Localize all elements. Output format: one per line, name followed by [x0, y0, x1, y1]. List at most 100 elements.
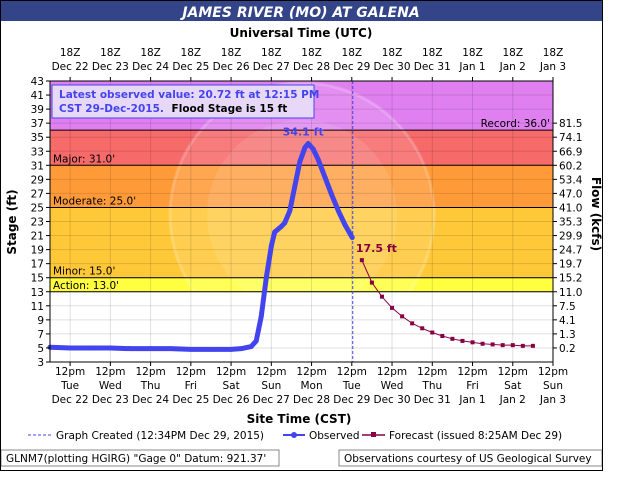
utc-tick-hour: 18Z: [301, 47, 322, 59]
flow-axis-ticks: 0.2 1.3 4.1 7.5 11.0 15.2 19.7 24.7 29.9 35.3 41.0…: [553, 118, 583, 355]
bottom-axis-label: Site Time (CST): [247, 412, 352, 426]
cst-tick-day: Thu: [421, 380, 442, 392]
observed-point: [322, 174, 328, 180]
info-line-2b: Flood Stage is 15 ft: [172, 103, 288, 115]
observed-point: [67, 345, 73, 351]
cst-tick-day: Wed: [99, 380, 122, 392]
top-axis-label: Universal Time (UTC): [230, 26, 373, 40]
observed-point: [248, 344, 254, 349]
flow-tick-label: 29.9: [559, 231, 582, 243]
forecast-point: [460, 338, 465, 343]
forecast-crest-label: 17.5 ft: [356, 242, 397, 255]
observed-point: [342, 222, 348, 228]
cst-tick-date: Dec 25: [172, 394, 209, 406]
cst-tick-date: Dec 23: [92, 394, 129, 406]
observed-point: [292, 183, 298, 189]
observed-point: [263, 275, 269, 281]
cst-tick-date: Dec 24: [132, 394, 169, 406]
band-moderate: [50, 165, 553, 208]
flow-tick-label: 15.2: [559, 273, 582, 285]
flow-tick-label: 7.5: [559, 301, 576, 313]
y2-axis-label: Flow (kcfs): [589, 177, 603, 251]
legend-forecast-marker: [371, 432, 376, 437]
cst-tick-time: 12pm: [417, 366, 447, 378]
cst-tick-day: Tue: [342, 380, 361, 392]
legend-observed-marker: [291, 432, 297, 438]
threshold-label: Major: 31.0': [53, 153, 115, 165]
cst-tick-time: 12pm: [176, 366, 206, 378]
stage-tick-label: 25: [31, 202, 44, 214]
observed-point: [228, 346, 234, 352]
cst-tick-time: 12pm: [216, 366, 246, 378]
flow-tick-label: 66.9: [559, 146, 582, 158]
utc-tick-hour: 18Z: [342, 47, 363, 59]
utc-tick-date: Jan 2: [499, 61, 526, 73]
cst-tick-day: Thu: [140, 380, 161, 392]
stage-tick-label: 7: [37, 329, 44, 341]
observed-point: [238, 346, 244, 352]
forecast-point: [379, 294, 384, 299]
utc-tick-hour: 18Z: [60, 47, 81, 59]
threshold-label: Record: 36.0': [481, 118, 550, 130]
observed-point: [315, 157, 321, 163]
utc-axis-ticks: 18Z Dec 22 18Z Dec 23 18Z Dec 24 18Z Dec 25 18Z D…: [52, 47, 566, 81]
flow-tick-label: 19.7: [559, 259, 582, 271]
utc-tick-hour: 18Z: [140, 47, 161, 59]
utc-tick-date: Dec 29: [333, 61, 370, 73]
stage-tick-label: 39: [31, 104, 44, 116]
stage-tick-label: 33: [31, 146, 44, 158]
info-line-2a: CST 29-Dec-2015.: [59, 103, 164, 115]
forecast-point: [400, 314, 405, 319]
legend-forecast: Forecast (issued 8:25AM Dec 29): [389, 430, 562, 442]
forecast-point: [520, 343, 525, 348]
info-line-2: CST 29-Dec-2015. Flood Stage is 15 ft: [59, 103, 287, 115]
title-bar: [1, 1, 602, 21]
cst-axis-ticks: 12pm Tue Dec 22 12pm Wed Dec 23 12pm Thu Dec 24 1…: [52, 362, 568, 406]
observed-point: [188, 346, 194, 352]
stage-tick-label: 19: [31, 245, 44, 257]
stage-tick-label: 11: [31, 301, 44, 313]
cst-tick-time: 12pm: [95, 366, 125, 378]
forecast-series: [359, 258, 535, 348]
flow-tick-label: 35.3: [559, 217, 582, 229]
forecast-point: [480, 341, 485, 346]
observed-point: [208, 346, 214, 352]
stage-tick-label: 37: [31, 118, 44, 130]
cst-tick-day: Fri: [466, 380, 479, 392]
cst-tick-day: Sat: [504, 380, 521, 392]
flow-tick-label: 60.2: [559, 160, 582, 172]
observed-point: [148, 346, 154, 352]
flow-tick-label: 41.0: [559, 202, 582, 214]
footer-right: Observations courtesy of US Geological S…: [344, 453, 592, 465]
cst-tick-day: Sat: [222, 380, 239, 392]
forecast-point: [490, 342, 495, 347]
observed-point: [335, 208, 341, 214]
cst-tick-date: Jan 3: [539, 394, 566, 406]
cst-tick-date: Dec 28: [293, 394, 330, 406]
cst-tick-day: Sun: [543, 380, 563, 392]
utc-tick-hour: 18Z: [261, 47, 282, 59]
stage-tick-label: 5: [37, 343, 44, 355]
stage-tick-label: 31: [31, 160, 44, 172]
forecast-point: [420, 326, 425, 331]
observed-point: [87, 345, 93, 351]
flow-tick-label: 24.7: [559, 245, 582, 257]
utc-tick-hour: 18Z: [221, 47, 242, 59]
cst-tick-time: 12pm: [135, 366, 165, 378]
cst-tick-date: Dec 22: [52, 394, 89, 406]
cst-tick-time: 12pm: [457, 366, 487, 378]
cst-tick-time: 12pm: [55, 366, 85, 378]
observed-point: [310, 146, 316, 152]
observed-point: [258, 313, 264, 319]
stage-tick-label: 35: [31, 132, 44, 144]
utc-tick-hour: 18Z: [382, 47, 403, 59]
cst-tick-date: Dec 26: [213, 394, 250, 406]
cst-tick-date: Dec 30: [374, 394, 411, 406]
forecast-point: [359, 258, 364, 263]
utc-tick-date: Dec 26: [213, 61, 250, 73]
observed-point: [278, 224, 284, 229]
observed-point: [253, 338, 259, 344]
utc-tick-date: Dec 28: [293, 61, 330, 73]
stage-tick-label: 43: [31, 76, 44, 88]
forecast-point: [369, 280, 374, 285]
